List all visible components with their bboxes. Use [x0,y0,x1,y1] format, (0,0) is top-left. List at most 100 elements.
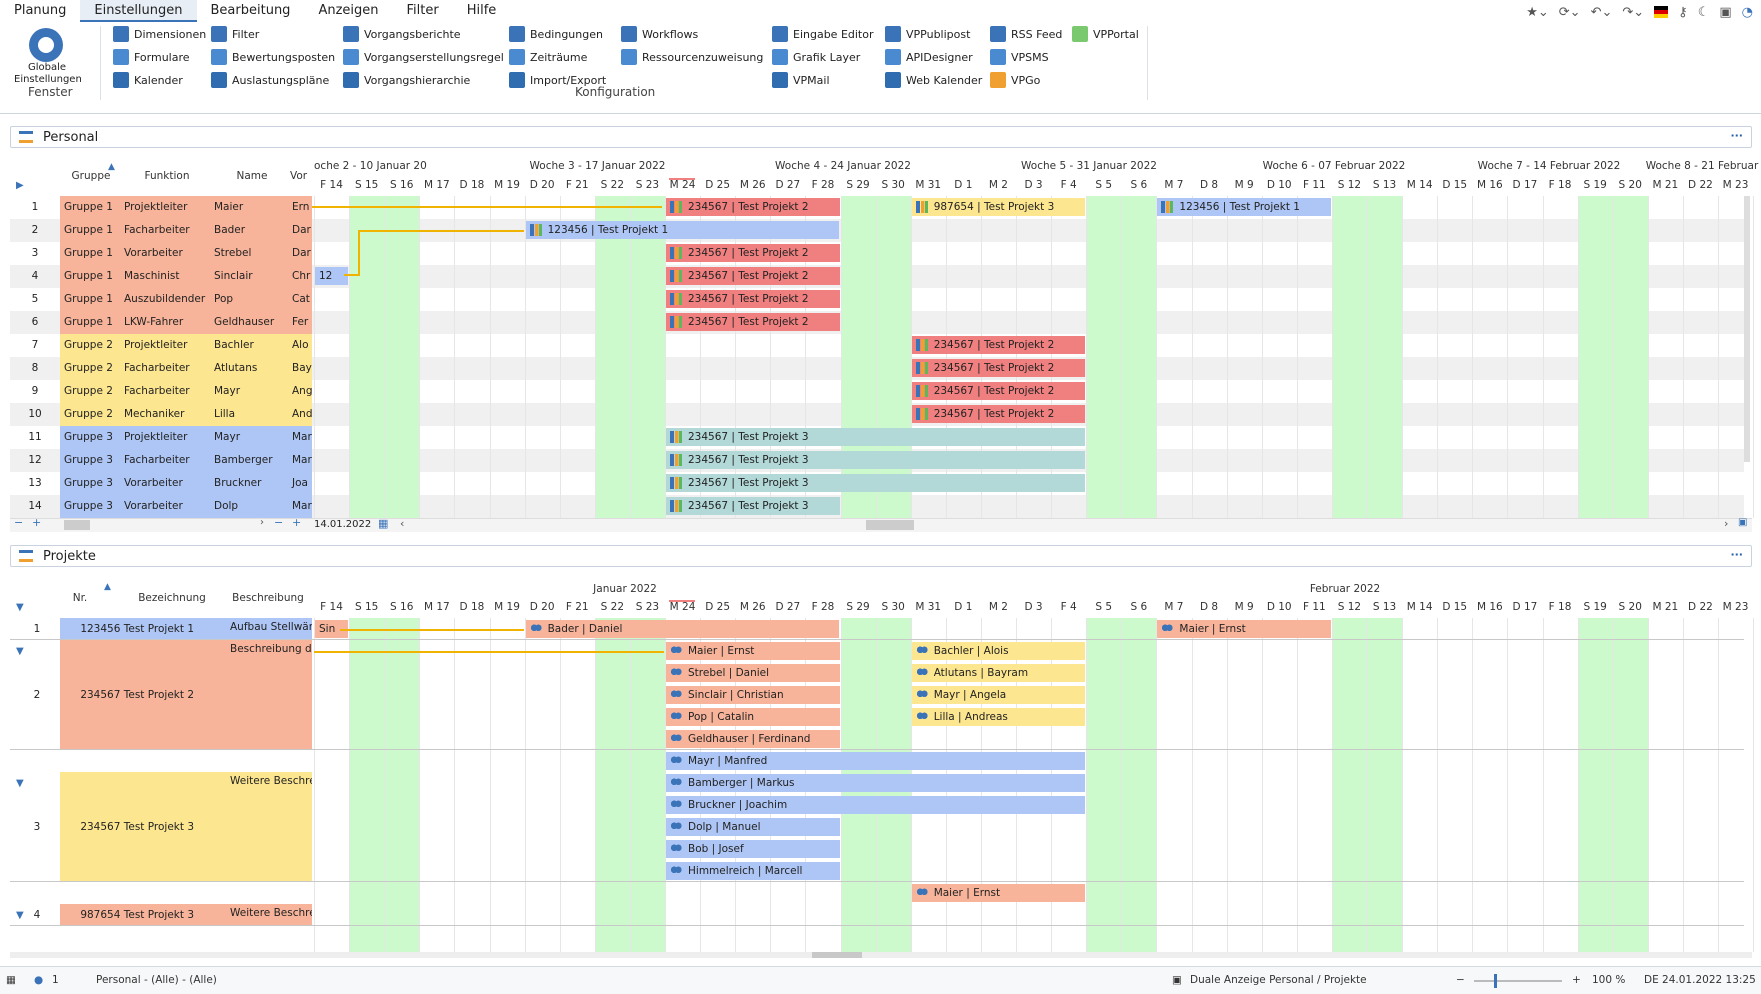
assignment-bar[interactable]: 234567 | Test Projekt 2 [911,382,1086,400]
firstname-cell[interactable]: And [292,408,312,420]
project-name[interactable]: 234567 Test Projekt 3 [80,820,194,833]
timeline-scroll-thumb[interactable] [866,520,914,530]
col3-item-2[interactable]: Vorgangshierarchie [343,72,470,88]
name-cell[interactable]: Geldhauser [214,316,275,328]
more-options-icon[interactable]: ··· [1730,129,1743,142]
resource-bar[interactable]: Bob | Josef [666,840,840,858]
menu-filter[interactable]: Filter [406,3,439,18]
collapse-row-icon[interactable]: ▼ [16,910,24,921]
col6-item-2[interactable]: VPMail [772,72,830,88]
undo-icon[interactable]: ↶⌄ [1590,4,1613,20]
name-cell[interactable]: Atlutans [214,362,258,374]
function-cell[interactable]: Vorarbeiter [124,500,183,512]
collapse-row-icon[interactable]: ▼ [16,646,24,657]
resource-bar[interactable]: Bachler | Alois [911,642,1086,660]
col8-item-2[interactable]: VPGo [990,72,1040,88]
assignment-bar[interactable]: 234567 | Test Projekt 2 [666,244,840,262]
function-cell[interactable]: Projektleiter [124,201,188,213]
assignment-bar[interactable]: 123456 | Test Projekt 1 [525,221,840,239]
col9-item-0[interactable]: VPPortal [1072,26,1139,42]
resource-bar[interactable]: Bruckner | Joachim [666,796,1086,814]
row-number[interactable]: 14 [28,500,42,512]
window-icon[interactable]: ▣ [1719,4,1732,20]
assignment-bar[interactable]: 234567 | Test Projekt 2 [911,405,1086,423]
project-number[interactable]: 1 [33,623,41,635]
row-number[interactable]: 3 [31,247,39,259]
function-cell[interactable]: Facharbeiter [124,362,190,374]
name-cell[interactable]: Bruckner [214,477,262,489]
zoom-in-button[interactable]: + [1572,974,1581,986]
column-header-3[interactable]: Vor [290,170,308,182]
column-header-0[interactable]: Nr. [72,592,88,604]
redo-icon[interactable]: ↷⌄ [1622,4,1645,20]
col8-item-1[interactable]: VPSMS [990,49,1049,65]
collapse-all-icon[interactable]: ▼ [16,602,24,613]
name-cell[interactable]: Bamberger [214,454,273,466]
col3-item-0[interactable]: Vorgangsberichte [343,26,461,42]
assignment-bar[interactable]: 234567 | Test Projekt 2 [666,267,840,285]
menu-hilfe[interactable]: Hilfe [466,3,497,18]
assignment-bar[interactable]: 234567 | Test Projekt 2 [666,290,840,308]
firstname-cell[interactable]: Mar [292,431,312,443]
name-cell[interactable]: Dolp [214,500,239,512]
menu-planung[interactable]: Planung [14,3,67,18]
col2-item-1[interactable]: Bewertungsposten [211,49,335,65]
col7-item-2[interactable]: Web Kalender [885,72,982,88]
col2-item-2[interactable]: Auslastungspläne [211,72,329,88]
group-cell[interactable]: Gruppe 2 [64,408,113,420]
more-options-icon[interactable]: ··· [1730,548,1743,561]
resource-bar[interactable]: Strebel | Daniel [666,664,840,682]
col5-item-1[interactable]: Ressourcenzuweisung [621,49,763,65]
project-number[interactable]: 3 [33,820,41,833]
scroll-right-arrow[interactable]: › [1724,517,1729,530]
firstname-cell[interactable]: Chr [292,270,311,282]
row-number[interactable]: 10 [28,408,42,420]
lock-icon[interactable]: ▣ [1738,517,1748,528]
zoom-slider-handle[interactable] [1494,974,1497,988]
firstname-cell[interactable]: Ern [292,201,310,213]
group-cell[interactable]: Gruppe 1 [64,224,113,236]
column-header-2[interactable]: Beschreibung [232,592,304,604]
assignment-bar[interactable]: 234567 | Test Projekt 2 [911,359,1086,377]
project-description[interactable]: Weitere Beschre [230,775,312,787]
collapse-rows-button[interactable]: − [14,516,24,529]
date-field[interactable]: 14.01.2022 [314,519,372,530]
vertical-scrollbar[interactable] [1744,196,1750,462]
group-cell[interactable]: Gruppe 3 [64,454,113,466]
function-cell[interactable]: Facharbeiter [124,385,190,397]
function-cell[interactable]: LKW-Fahrer [124,316,184,328]
menu-einstellungen[interactable]: Einstellungen [80,0,197,22]
personal-panel-header[interactable]: Personal ··· [10,126,1752,148]
sort-up-icon[interactable]: ▲ [104,582,111,592]
name-cell[interactable]: Mayr [214,431,241,443]
grid-scroll-thumb[interactable] [64,520,90,530]
horizontal-scrollbar[interactable] [10,952,1752,958]
resource-bar[interactable]: Mayr | Angela [911,686,1086,704]
assignment-bar[interactable]: 234567 | Test Projekt 2 [911,336,1086,354]
firstname-cell[interactable]: Cat [292,293,310,305]
name-cell[interactable]: Pop [214,293,234,305]
zoom-slider[interactable] [1474,980,1562,982]
group-cell[interactable]: Gruppe 1 [64,201,113,213]
name-cell[interactable]: Strebel [214,247,252,259]
resource-bar[interactable]: Sin [315,620,349,638]
function-cell[interactable]: Vorarbeiter [124,247,183,259]
name-cell[interactable]: Mayr [214,385,241,397]
zoom-out-timeline[interactable]: − [274,516,284,529]
firstname-cell[interactable]: Mar [292,454,312,466]
scroll-right-arrow[interactable]: › [260,517,264,528]
col7-item-1[interactable]: APIDesigner [885,49,973,65]
assignment-bar[interactable]: 234567 | Test Projekt 3 [666,497,840,515]
resource-bar[interactable]: Geldhauser | Ferdinand [666,730,840,748]
project-description[interactable]: Aufbau Stellwänd [230,621,312,633]
group-cell[interactable]: Gruppe 1 [64,247,113,259]
group-cell[interactable]: Gruppe 1 [64,316,113,328]
firstname-cell[interactable]: Ang [292,385,312,397]
col8-item-0[interactable]: RSS Feed [990,26,1062,42]
name-cell[interactable]: Lilla [214,408,236,420]
row-number[interactable]: 5 [31,293,39,305]
row-number[interactable]: 12 [28,454,42,466]
favorites-icon[interactable]: ★⌄ [1526,4,1549,20]
view-status[interactable]: Duale Anzeige Personal / Projekte [1190,974,1367,986]
chat-icon[interactable]: ◔ [1741,4,1753,20]
